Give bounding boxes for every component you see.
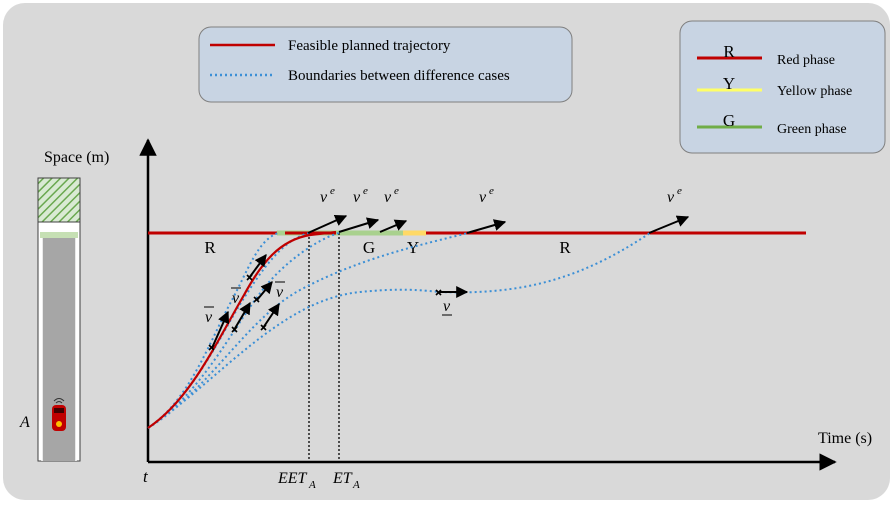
- vbar-arrow-3: [248, 254, 267, 279]
- vbar-label-2: v: [231, 287, 241, 307]
- vbar-label-3: v: [275, 281, 285, 301]
- ve-arrow-4: [466, 219, 507, 234]
- svg-text:A: A: [352, 479, 360, 491]
- feasible-trajectory: [147, 230, 337, 429]
- intersection-zone: [37, 177, 81, 223]
- velocity-arrows: [211, 214, 690, 349]
- legend-trajectory-label: Feasible planned trajectory: [288, 38, 451, 54]
- ve-arrow-3: [379, 219, 408, 233]
- boundary-curve-4: [147, 232, 469, 429]
- signal-label-red-2: R: [559, 238, 571, 257]
- vunder-label: v: [442, 298, 452, 316]
- vbar-arrow-1: [211, 310, 230, 349]
- svg-text:v: v: [384, 189, 392, 206]
- vbar-labels: v v v v: [204, 281, 452, 326]
- svg-text:v: v: [205, 309, 213, 326]
- signal-label-yellow: Y: [407, 238, 419, 257]
- background-panel: [3, 3, 890, 500]
- svg-text:e: e: [489, 185, 494, 197]
- svg-text:v: v: [232, 290, 240, 307]
- svg-text:e: e: [363, 185, 368, 197]
- x-axis-label: Time (s): [818, 430, 872, 447]
- svg-text:v: v: [443, 298, 451, 315]
- legend-green-label: Green phase: [777, 122, 847, 137]
- vbar-arrow-2: [233, 301, 251, 331]
- svg-text:v: v: [479, 189, 487, 206]
- eet-label: EET A: [277, 470, 316, 491]
- vbar-arrow-4: [256, 281, 273, 301]
- x-marker-6: [435, 289, 442, 296]
- svg-text:e: e: [330, 185, 335, 197]
- origin-label: t: [143, 467, 149, 486]
- svg-text:v: v: [320, 189, 328, 206]
- ve-arrow-5: [648, 215, 690, 234]
- ve-arrow-2: [338, 217, 380, 233]
- road-strip: [37, 177, 81, 462]
- vbar-label-1: v: [204, 306, 214, 326]
- svg-text:e: e: [677, 185, 682, 197]
- et-label: ET A: [332, 470, 360, 491]
- svg-text:e: e: [394, 185, 399, 197]
- signal-label-red-1: R: [204, 238, 216, 257]
- legend-trajectory-box: Feasible planned trajectory Boundaries b…: [198, 26, 573, 103]
- stop-line: [40, 232, 78, 238]
- signal-label-green: G: [363, 238, 375, 257]
- legend-red-letter: R: [723, 42, 735, 61]
- car-icon: [52, 398, 66, 431]
- vbar-arrow-5: [262, 303, 280, 329]
- vehicle-label: A: [19, 414, 30, 431]
- boundary-curve-1: [147, 232, 279, 429]
- legend-phase-box: R Red phase Y Yellow phase G Green phase: [679, 20, 886, 154]
- legend-red-label: Red phase: [777, 53, 835, 68]
- svg-text:v: v: [353, 189, 361, 206]
- y-axis-label: Space (m): [44, 149, 109, 166]
- ve-arrow-1: [307, 214, 348, 234]
- svg-text:v: v: [276, 284, 284, 301]
- legend-green-letter: G: [723, 111, 735, 130]
- svg-text:ET: ET: [332, 470, 353, 487]
- svg-text:EET: EET: [277, 470, 308, 487]
- legend-boundaries-label: Boundaries between difference cases: [288, 68, 510, 84]
- legend-yellow-letter: Y: [723, 74, 735, 93]
- svg-text:v: v: [667, 189, 675, 206]
- boundary-curve-3: [147, 232, 340, 429]
- legend-yellow-label: Yellow phase: [777, 84, 852, 99]
- svg-text:A: A: [308, 479, 316, 491]
